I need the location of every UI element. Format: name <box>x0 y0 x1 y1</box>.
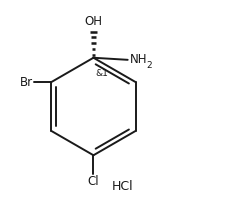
Text: NH: NH <box>130 53 147 66</box>
Text: Br: Br <box>19 76 33 89</box>
Text: &1: &1 <box>96 69 108 78</box>
Text: OH: OH <box>85 15 102 28</box>
Text: HCl: HCl <box>112 180 133 193</box>
Text: 2: 2 <box>147 61 152 70</box>
Text: Cl: Cl <box>88 175 99 188</box>
